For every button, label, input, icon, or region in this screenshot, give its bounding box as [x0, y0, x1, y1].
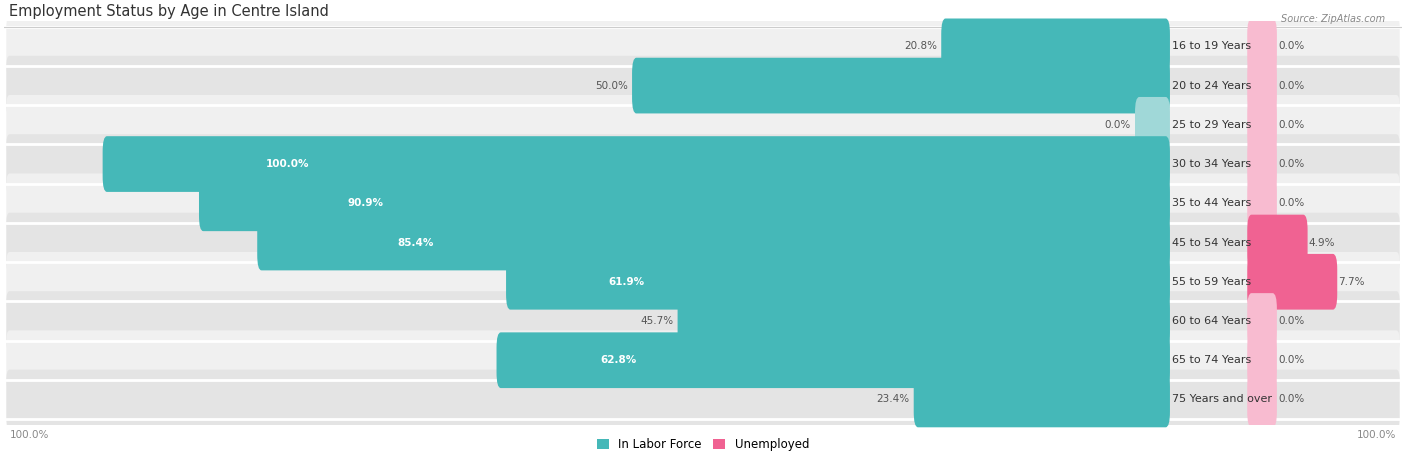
Text: 0.0%: 0.0%: [1278, 41, 1305, 51]
Text: 0.0%: 0.0%: [1278, 120, 1305, 130]
FancyBboxPatch shape: [6, 291, 1400, 351]
FancyBboxPatch shape: [1247, 293, 1277, 349]
Text: Employment Status by Age in Centre Island: Employment Status by Age in Centre Islan…: [10, 4, 329, 19]
Text: 45.7%: 45.7%: [640, 316, 673, 326]
FancyBboxPatch shape: [6, 134, 1400, 194]
Text: 0.0%: 0.0%: [1105, 120, 1130, 130]
FancyBboxPatch shape: [1247, 18, 1277, 74]
Text: 16 to 19 Years: 16 to 19 Years: [1173, 41, 1251, 51]
Text: 0.0%: 0.0%: [1278, 159, 1305, 169]
Text: 0.0%: 0.0%: [1278, 81, 1305, 91]
FancyBboxPatch shape: [6, 95, 1400, 155]
Text: 0.0%: 0.0%: [1278, 395, 1305, 405]
FancyBboxPatch shape: [678, 293, 1170, 349]
Text: 25 to 29 Years: 25 to 29 Years: [1173, 120, 1251, 130]
Text: 50.0%: 50.0%: [595, 81, 628, 91]
FancyBboxPatch shape: [914, 372, 1170, 427]
FancyBboxPatch shape: [6, 213, 1400, 272]
FancyBboxPatch shape: [6, 17, 1400, 76]
FancyBboxPatch shape: [6, 370, 1400, 429]
Legend: In Labor Force, Unemployed: In Labor Force, Unemployed: [598, 438, 808, 451]
Text: 65 to 74 Years: 65 to 74 Years: [1173, 355, 1251, 365]
FancyBboxPatch shape: [1247, 175, 1277, 231]
Text: 62.8%: 62.8%: [600, 355, 637, 365]
FancyBboxPatch shape: [506, 254, 1170, 309]
FancyBboxPatch shape: [6, 331, 1400, 390]
Text: Source: ZipAtlas.com: Source: ZipAtlas.com: [1281, 14, 1385, 23]
Text: 61.9%: 61.9%: [609, 277, 645, 287]
FancyBboxPatch shape: [103, 136, 1170, 192]
Text: 23.4%: 23.4%: [876, 395, 910, 405]
FancyBboxPatch shape: [1135, 97, 1170, 153]
Text: 7.7%: 7.7%: [1339, 277, 1365, 287]
FancyBboxPatch shape: [1247, 372, 1277, 427]
FancyBboxPatch shape: [1247, 58, 1277, 114]
Text: 45 to 54 Years: 45 to 54 Years: [1173, 238, 1251, 248]
FancyBboxPatch shape: [496, 332, 1170, 388]
FancyBboxPatch shape: [1247, 332, 1277, 388]
FancyBboxPatch shape: [1247, 97, 1277, 153]
Text: 0.0%: 0.0%: [1278, 316, 1305, 326]
Text: 60 to 64 Years: 60 to 64 Years: [1173, 316, 1251, 326]
Text: 90.9%: 90.9%: [347, 198, 384, 208]
Text: 55 to 59 Years: 55 to 59 Years: [1173, 277, 1251, 287]
Text: 4.9%: 4.9%: [1309, 238, 1336, 248]
Text: 20 to 24 Years: 20 to 24 Years: [1173, 81, 1251, 91]
FancyBboxPatch shape: [6, 56, 1400, 115]
Text: 35 to 44 Years: 35 to 44 Years: [1173, 198, 1251, 208]
Text: 100.0%: 100.0%: [1357, 430, 1396, 440]
FancyBboxPatch shape: [633, 58, 1170, 114]
Text: 100.0%: 100.0%: [266, 159, 309, 169]
FancyBboxPatch shape: [1247, 215, 1308, 271]
FancyBboxPatch shape: [6, 174, 1400, 233]
Text: 85.4%: 85.4%: [396, 238, 433, 248]
FancyBboxPatch shape: [200, 175, 1170, 231]
FancyBboxPatch shape: [6, 252, 1400, 312]
Text: 30 to 34 Years: 30 to 34 Years: [1173, 159, 1251, 169]
Text: 0.0%: 0.0%: [1278, 198, 1305, 208]
FancyBboxPatch shape: [1247, 254, 1337, 309]
Text: 75 Years and over: 75 Years and over: [1173, 395, 1272, 405]
FancyBboxPatch shape: [941, 18, 1170, 74]
Text: 0.0%: 0.0%: [1278, 355, 1305, 365]
FancyBboxPatch shape: [257, 215, 1170, 271]
Text: 100.0%: 100.0%: [10, 430, 49, 440]
Text: 20.8%: 20.8%: [904, 41, 936, 51]
FancyBboxPatch shape: [1247, 136, 1277, 192]
